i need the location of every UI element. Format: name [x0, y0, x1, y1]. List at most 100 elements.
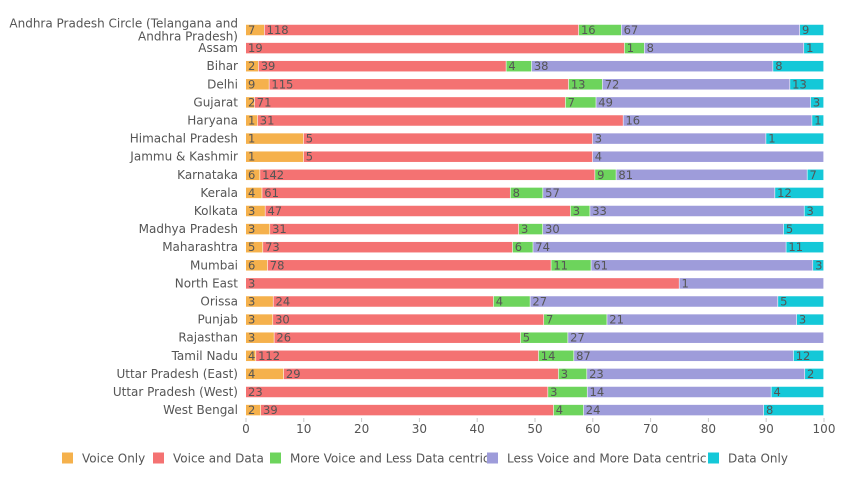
- data-label: 3: [813, 95, 820, 109]
- legend-label: Less Voice and More Data centric: [507, 452, 707, 466]
- x-tick-label: 100: [813, 422, 836, 436]
- bars-group: 7 118 16 67 919 1 8 12 39 4 38 89 115 13 72 132 71 7 49 31 3…: [246, 23, 824, 417]
- bar-segment: [265, 205, 571, 217]
- data-label: 3: [807, 204, 814, 218]
- data-label: 118: [267, 23, 289, 37]
- data-label: 5: [306, 132, 313, 146]
- bar-segment: [303, 151, 593, 162]
- category-label: Madhya Pradesh: [139, 222, 238, 236]
- data-label: 12: [796, 349, 811, 363]
- data-label: 23: [248, 385, 263, 399]
- data-label: 3: [248, 222, 255, 236]
- bar-segment: [544, 314, 607, 325]
- bar-segment: [812, 115, 824, 126]
- bar-segment: [246, 133, 304, 144]
- bar-segment: [583, 404, 764, 416]
- category-label: Uttar Pradesh (West): [113, 385, 238, 399]
- bar-segment: [246, 187, 262, 199]
- data-label: 3: [248, 331, 255, 345]
- bar-segment: [262, 187, 510, 199]
- data-label: 72: [605, 77, 620, 91]
- category-labels: Andhra Pradesh Circle (Telangana and Andh…: [9, 17, 238, 418]
- data-label: 1: [248, 150, 255, 164]
- data-label: 3: [521, 222, 528, 236]
- x-tick-label: 90: [759, 422, 774, 436]
- category-label: Maharashtra: [162, 240, 238, 254]
- data-label: 12: [777, 186, 792, 200]
- bar-segment: [548, 386, 587, 398]
- bar-segment: [246, 169, 260, 181]
- data-label: 29: [286, 367, 301, 381]
- bar-segment: [804, 42, 824, 54]
- bar-segment: [578, 24, 621, 36]
- category-label: Rajasthan: [178, 331, 238, 345]
- category-label: North East: [175, 276, 239, 290]
- data-label: 5: [780, 295, 787, 309]
- data-label: 19: [248, 41, 263, 55]
- bar-segment: [786, 241, 824, 253]
- data-label: 4: [248, 186, 255, 200]
- bar-segment: [267, 260, 551, 271]
- data-label: 7: [809, 168, 816, 182]
- bar-segment: [790, 79, 824, 90]
- bar-segment: [246, 260, 268, 271]
- data-label: 112: [258, 349, 280, 363]
- x-tick-label: 70: [643, 422, 658, 436]
- category-label: Orissa: [200, 295, 238, 309]
- data-label: 8: [766, 403, 773, 417]
- bar-segment: [543, 187, 775, 199]
- data-label: 67: [624, 23, 639, 37]
- bar-segment: [273, 314, 544, 325]
- bar-segment: [793, 350, 824, 362]
- data-label: 2: [807, 367, 814, 381]
- bar-segment: [796, 314, 824, 325]
- bar-segment: [810, 97, 824, 108]
- category-label: Tamil Nadu: [171, 349, 238, 363]
- data-label: 3: [248, 313, 255, 327]
- bar-segment: [512, 241, 533, 253]
- bar-segment: [246, 386, 548, 398]
- data-label: 4: [248, 349, 255, 363]
- data-label: 4: [508, 59, 515, 73]
- bar-segment: [558, 368, 587, 380]
- bar-segment: [246, 368, 284, 380]
- data-label: 49: [598, 95, 613, 109]
- data-label: 3: [595, 132, 602, 146]
- bar-segment: [543, 223, 784, 235]
- bar-segment: [616, 169, 807, 181]
- bar-segment: [246, 115, 258, 126]
- data-label: 1: [248, 132, 255, 146]
- data-label: 31: [260, 114, 275, 128]
- data-label: 3: [248, 204, 255, 218]
- bar-segment: [538, 350, 574, 362]
- data-label: 2: [248, 59, 255, 73]
- bar-segment: [623, 115, 812, 126]
- category-label: Punjab: [197, 313, 238, 327]
- data-label: 4: [248, 367, 255, 381]
- bar-segment: [283, 368, 559, 380]
- data-label: 6: [248, 168, 255, 182]
- bar-segment: [531, 60, 773, 72]
- bar-segment: [679, 278, 824, 289]
- bar-segment: [621, 24, 800, 36]
- x-tick-label: 40: [470, 422, 485, 436]
- data-label: 3: [550, 385, 557, 399]
- data-label: 9: [248, 77, 255, 91]
- bar-segment: [246, 97, 255, 108]
- bar-segment: [783, 223, 824, 235]
- bar-segment: [274, 332, 521, 343]
- category-label: Andhra Pradesh Circle (Telangana and Andh…: [9, 17, 238, 44]
- data-label: 1: [806, 41, 813, 55]
- bar-segment: [261, 404, 554, 416]
- data-label: 39: [263, 403, 278, 417]
- bar-segment: [805, 368, 824, 380]
- data-label: 142: [262, 168, 284, 182]
- category-label: Assam: [198, 41, 238, 55]
- data-label: 5: [306, 150, 313, 164]
- data-label: 5: [248, 240, 255, 254]
- data-label: 24: [276, 295, 291, 309]
- data-label: 57: [545, 186, 560, 200]
- category-label: Jammu & Kashmir: [129, 150, 238, 164]
- data-label: 33: [592, 204, 607, 218]
